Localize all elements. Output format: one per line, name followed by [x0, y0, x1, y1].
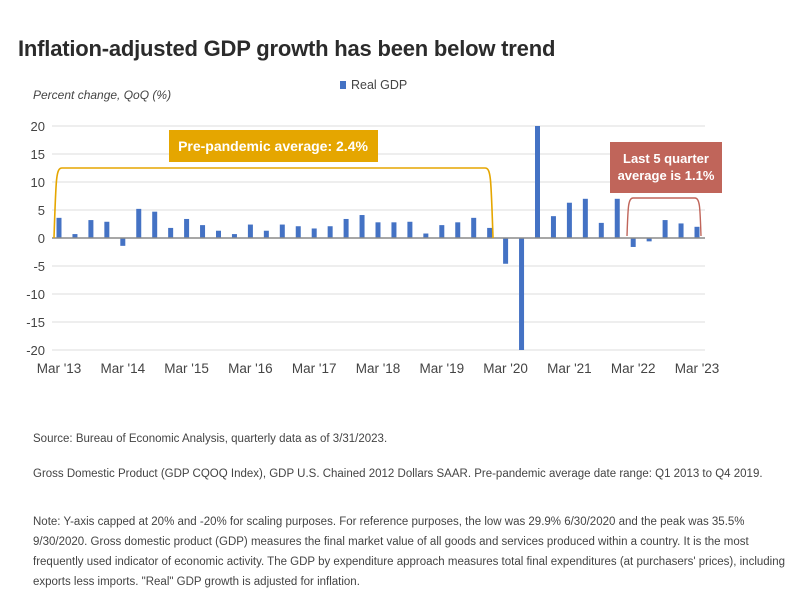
bar: [216, 230, 221, 238]
y-axis-ticks: 20 15 10 5 0 -5 -10 -15 -20: [26, 119, 45, 358]
last-5-quarter-label-box: [610, 142, 722, 193]
bar: [327, 226, 333, 238]
y-tick-label: -15: [26, 315, 45, 330]
x-tick-label: Mar '17: [292, 361, 337, 376]
bar: [88, 220, 94, 238]
bar: [104, 221, 110, 238]
bar: [168, 227, 174, 238]
legend-label-real-gdp: Real GDP: [351, 78, 408, 92]
definition-note: Gross Domestic Product (GDP CQOQ Index),…: [33, 468, 763, 480]
x-tick-label: Mar '20: [483, 361, 528, 376]
bar: [359, 215, 365, 238]
x-tick-label: Mar '13: [37, 361, 82, 376]
disclaimer-note: Note: Y-axis capped at 20% and -20% for …: [33, 516, 786, 588]
bar: [375, 222, 381, 238]
bar: [694, 226, 700, 238]
pre-pandemic-label-box: [169, 130, 378, 162]
bar: [279, 224, 285, 238]
x-tick-label: Mar '15: [164, 361, 209, 376]
bar: [263, 230, 269, 238]
legend-swatch-real-gdp: [340, 81, 346, 89]
bar: [247, 224, 253, 238]
y-tick-label: -10: [26, 287, 45, 302]
x-tick-label: Mar '18: [356, 361, 401, 376]
chart-title: Inflation-adjusted GDP growth has been b…: [18, 36, 556, 61]
pre-pandemic-bracket: [53, 167, 494, 239]
legend: Real GDP: [340, 78, 407, 92]
last-5-quarter-label-line2: average is 1.1%: [618, 168, 715, 183]
x-tick-label: Mar '22: [611, 361, 656, 376]
bar: [471, 217, 477, 238]
y-tick-label: 0: [38, 231, 45, 246]
bar: [311, 228, 317, 238]
bar: [598, 222, 604, 238]
bar: [630, 238, 636, 247]
bar: [614, 198, 620, 238]
y-tick-label: 15: [31, 147, 45, 162]
bar: [503, 238, 509, 264]
bar: [152, 211, 158, 238]
pre-pandemic-label: Pre-pandemic average: 2.4%: [178, 138, 368, 154]
last-5-quarter-label-line1: Last 5 quarter: [623, 151, 709, 166]
bar: [343, 218, 349, 238]
y-axis-label: Percent change, QoQ (%): [33, 88, 172, 102]
x-axis-ticks: Mar '13 Mar '14 Mar '15 Mar '16 Mar '17 Mar '…: [37, 361, 720, 376]
bar: [200, 225, 206, 238]
bar: [56, 217, 62, 238]
x-tick-label: Mar '21: [547, 361, 592, 376]
bar: [120, 238, 126, 246]
y-tick-label: 5: [38, 203, 45, 218]
bar: [662, 220, 668, 238]
x-tick-label: Mar '14: [101, 361, 146, 376]
x-tick-label: Mar '16: [228, 361, 273, 376]
bar: [678, 223, 684, 238]
bar: [295, 226, 301, 238]
bar: [423, 233, 429, 238]
last-5-quarter-bracket: [626, 197, 702, 237]
bar: [487, 227, 493, 238]
bar: [519, 238, 525, 350]
bar: [184, 218, 190, 238]
source-note: Source: Bureau of Economic Analysis, qua…: [33, 433, 388, 445]
bar: [439, 225, 445, 238]
gridlines: [52, 125, 705, 351]
y-tick-label: 20: [31, 119, 45, 134]
bar: [455, 222, 461, 238]
y-tick-label: -20: [26, 343, 45, 358]
y-tick-label: -5: [33, 259, 45, 274]
bar: [407, 221, 413, 238]
bar: [582, 198, 588, 238]
bar: [535, 126, 540, 238]
bar: [391, 222, 397, 238]
annotations: Pre-pandemic average: 2.4% Last 5 quarter…: [53, 130, 722, 239]
bar: [136, 208, 142, 238]
bar: [646, 238, 652, 242]
bars: [56, 126, 700, 350]
y-tick-label: 10: [31, 175, 45, 190]
bar: [231, 234, 237, 238]
x-tick-label: Mar '23: [675, 361, 720, 376]
bar: [550, 216, 556, 238]
x-tick-label: Mar '19: [420, 361, 465, 376]
bar: [566, 202, 572, 238]
bar: [72, 234, 78, 238]
